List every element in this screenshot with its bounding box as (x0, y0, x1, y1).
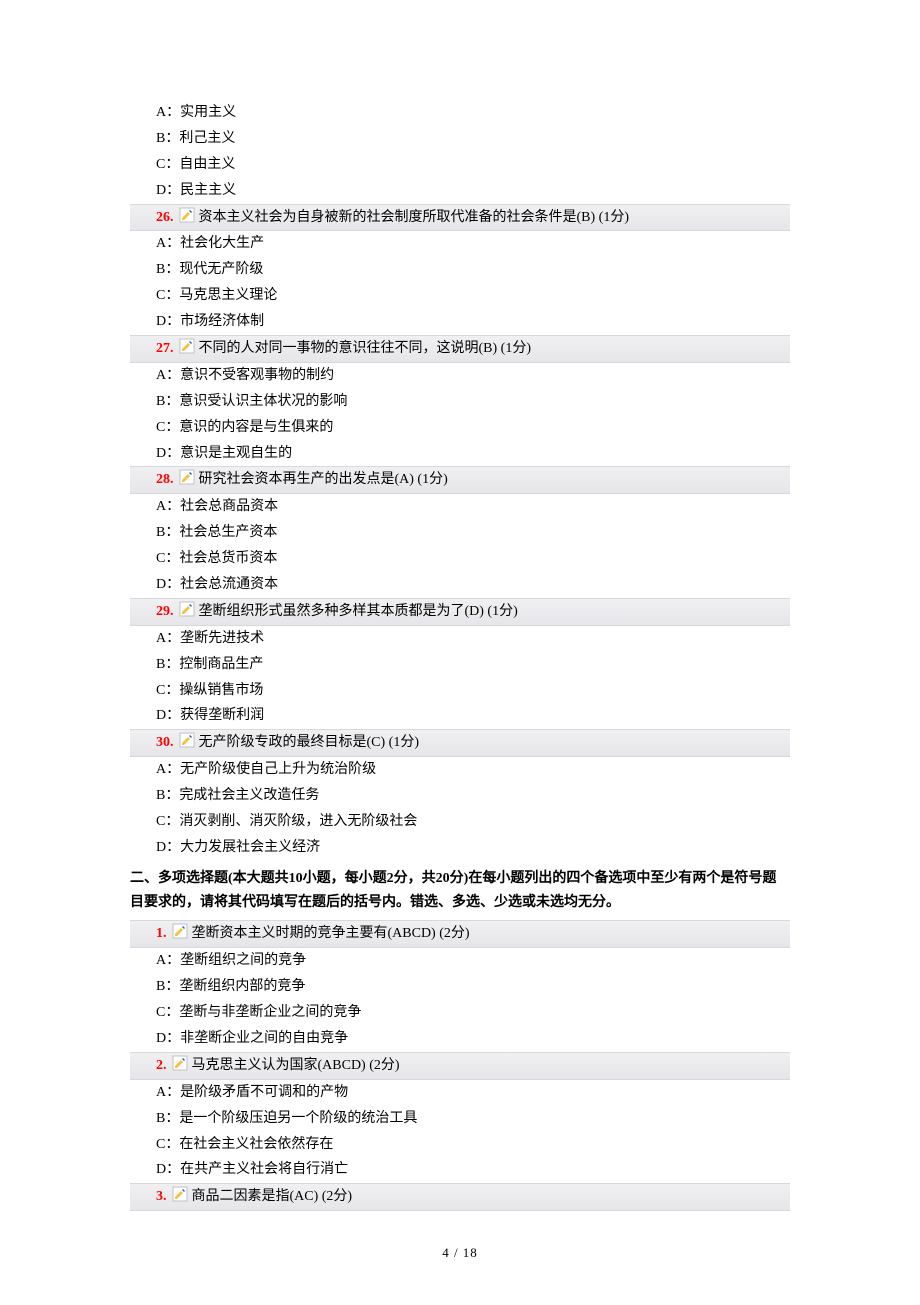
top-options-block: A：实用主义 B：利己主义 C：自由主义 D：民主主义 (130, 100, 790, 204)
option-row: A：垄断组织之间的竞争 (130, 948, 790, 974)
option-row: B：意识受认识主体状况的影响 (130, 389, 790, 415)
option-row: C：意识的内容是与生俱来的 (130, 415, 790, 441)
edit-icon (179, 601, 195, 617)
edit-icon (179, 732, 195, 748)
question-number: 1. (156, 926, 167, 941)
option-row: B：控制商品生产 (130, 652, 790, 678)
option-row: A：社会总商品资本 (130, 494, 790, 520)
multi-question-2: 2. 马克思主义认为国家(ABCD) (2分) A：是阶级矛盾不可调和的产物 B… (130, 1052, 790, 1183)
question-number: 30. (156, 735, 174, 750)
option-row: C：马克思主义理论 (130, 283, 790, 309)
question-header: 28. 研究社会资本再生产的出发点是(A) (1分) (130, 466, 790, 494)
question-28: 28. 研究社会资本再生产的出发点是(A) (1分) A：社会总商品资本 B：社… (130, 466, 790, 597)
option-row: D：大力发展社会主义经济 (130, 835, 790, 861)
edit-icon (172, 1055, 188, 1071)
section-2-title: 二、多项选择题(本大题共10小题，每小题2分，共20分)在每小题列出的四个备选项… (130, 861, 790, 921)
option-row: B：垄断组织内部的竞争 (130, 974, 790, 1000)
option-row: B：利己主义 (130, 126, 790, 152)
option-row: C：垄断与非垄断企业之间的竞争 (130, 1000, 790, 1026)
option-row: D：市场经济体制 (130, 309, 790, 335)
option-row: C：社会总货币资本 (130, 546, 790, 572)
option-row: B：现代无产阶级 (130, 257, 790, 283)
option-row: B：是一个阶级压迫另一个阶级的统治工具 (130, 1106, 790, 1132)
question-26: 26. 资本主义社会为自身被新的社会制度所取代准备的社会条件是(B) (1分) … (130, 204, 790, 335)
question-text: 垄断资本主义时期的竞争主要有(ABCD) (2分) (192, 926, 470, 941)
question-header: 26. 资本主义社会为自身被新的社会制度所取代准备的社会条件是(B) (1分) (130, 204, 790, 232)
question-number: 26. (156, 210, 174, 225)
question-header: 29. 垄断组织形式虽然多种多样其本质都是为了(D) (1分) (130, 598, 790, 626)
question-number: 2. (156, 1058, 167, 1073)
option-row: B：完成社会主义改造任务 (130, 783, 790, 809)
question-text: 无产阶级专政的最终目标是(C) (1分) (199, 735, 420, 750)
question-header: 27. 不同的人对同一事物的意识往往不同，这说明(B) (1分) (130, 335, 790, 363)
multi-question-1: 1. 垄断资本主义时期的竞争主要有(ABCD) (2分) A：垄断组织之间的竞争… (130, 920, 790, 1051)
question-header: 2. 马克思主义认为国家(ABCD) (2分) (130, 1052, 790, 1080)
option-row: D：社会总流通资本 (130, 572, 790, 598)
question-number: 27. (156, 341, 174, 356)
option-row: A：社会化大生产 (130, 231, 790, 257)
option-row: D：民主主义 (130, 178, 790, 204)
option-row: B：社会总生产资本 (130, 520, 790, 546)
edit-icon (179, 207, 195, 223)
option-row: D：在共产主义社会将自行消亡 (130, 1157, 790, 1183)
question-27: 27. 不同的人对同一事物的意识往往不同，这说明(B) (1分) A：意识不受客… (130, 335, 790, 466)
question-header: 1. 垄断资本主义时期的竞争主要有(ABCD) (2分) (130, 920, 790, 948)
question-text: 不同的人对同一事物的意识往往不同，这说明(B) (1分) (199, 341, 532, 356)
question-30: 30. 无产阶级专政的最终目标是(C) (1分) A：无产阶级使自己上升为统治阶… (130, 729, 790, 860)
page-footer: 4 / 18 (130, 1241, 790, 1265)
question-header: 30. 无产阶级专政的最终目标是(C) (1分) (130, 729, 790, 757)
question-text: 马克思主义认为国家(ABCD) (2分) (192, 1058, 400, 1073)
option-row: A：实用主义 (130, 100, 790, 126)
option-row: A：垄断先进技术 (130, 626, 790, 652)
question-number: 28. (156, 472, 174, 487)
option-row: A：是阶级矛盾不可调和的产物 (130, 1080, 790, 1106)
question-text: 垄断组织形式虽然多种多样其本质都是为了(D) (1分) (199, 604, 518, 619)
option-row: A：意识不受客观事物的制约 (130, 363, 790, 389)
option-row: D：意识是主观自生的 (130, 441, 790, 467)
option-row: D：获得垄断利润 (130, 703, 790, 729)
edit-icon (172, 1186, 188, 1202)
edit-icon (179, 338, 195, 354)
question-text: 资本主义社会为自身被新的社会制度所取代准备的社会条件是(B) (1分) (199, 210, 630, 225)
question-number: 3. (156, 1189, 167, 1204)
question-text: 商品二因素是指(AC) (2分) (192, 1189, 353, 1204)
question-29: 29. 垄断组织形式虽然多种多样其本质都是为了(D) (1分) A：垄断先进技术… (130, 598, 790, 729)
question-header: 3. 商品二因素是指(AC) (2分) (130, 1183, 790, 1211)
option-row: C：消灭剥削、消灭阶级，进入无阶级社会 (130, 809, 790, 835)
option-row: C：在社会主义社会依然存在 (130, 1132, 790, 1158)
page-content: A：实用主义 B：利己主义 C：自由主义 D：民主主义 26. 资本主义社会为自… (130, 100, 790, 1211)
multi-question-3: 3. 商品二因素是指(AC) (2分) (130, 1183, 790, 1211)
edit-icon (179, 469, 195, 485)
edit-icon (172, 923, 188, 939)
option-row: C：操纵销售市场 (130, 678, 790, 704)
option-row: C：自由主义 (130, 152, 790, 178)
question-number: 29. (156, 604, 174, 619)
question-text: 研究社会资本再生产的出发点是(A) (1分) (199, 472, 448, 487)
option-row: A：无产阶级使自己上升为统治阶级 (130, 757, 790, 783)
option-row: D：非垄断企业之间的自由竞争 (130, 1026, 790, 1052)
